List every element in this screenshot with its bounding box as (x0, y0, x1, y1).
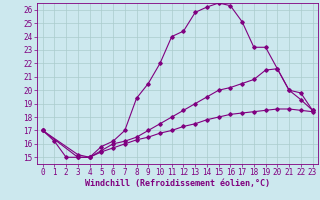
X-axis label: Windchill (Refroidissement éolien,°C): Windchill (Refroidissement éolien,°C) (85, 179, 270, 188)
